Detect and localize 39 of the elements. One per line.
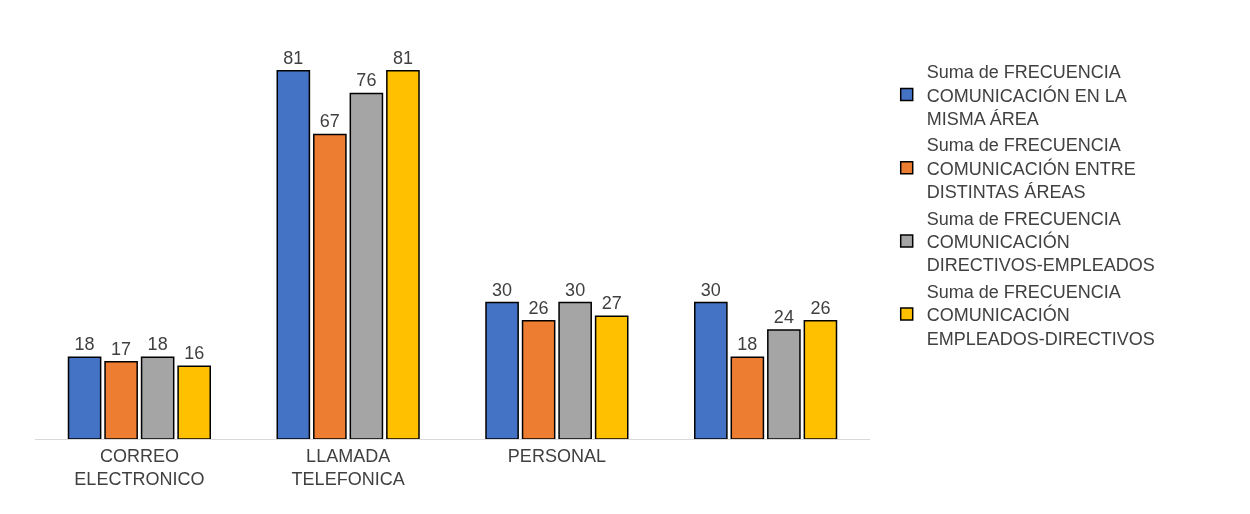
bar xyxy=(730,356,765,439)
data-label: 81 xyxy=(392,47,413,68)
x-tick-label: CORREO ELECTRONICO xyxy=(74,445,205,489)
bar xyxy=(104,360,138,439)
legend-label: Suma de FRECUENCIA COMUNICACIÓN EMPLEADOS-DIRECTIVOS xyxy=(926,281,1155,349)
data-label: 17 xyxy=(111,338,132,359)
legend-label: Suma de FRECUENCIA COMUNICACIÓN DIRECTIVOS-EMPLEADOS xyxy=(926,208,1155,276)
bar xyxy=(767,329,801,439)
bar xyxy=(386,70,420,439)
x-tick-label: PERSONAL xyxy=(507,445,606,466)
bar xyxy=(694,301,728,439)
data-label: 26 xyxy=(810,297,831,318)
bar xyxy=(276,70,311,439)
bar xyxy=(803,320,838,439)
bar xyxy=(67,356,102,439)
data-label: 16 xyxy=(184,343,205,364)
data-label: 18 xyxy=(147,334,168,355)
legend-label: Suma de FRECUENCIA COMUNICACIÓN ENTRE DISTINTAS ÁREAS xyxy=(926,135,1136,203)
data-label: 26 xyxy=(528,297,549,318)
bar xyxy=(177,365,211,439)
data-label: 24 xyxy=(773,306,794,327)
bar xyxy=(485,301,519,439)
data-label: 67 xyxy=(319,111,340,132)
data-label: 30 xyxy=(565,279,586,300)
bar xyxy=(313,133,347,439)
bar xyxy=(594,315,629,439)
x-tick-label: LLAMADA TELEFONICA xyxy=(291,445,405,489)
bar xyxy=(140,356,175,439)
data-label: 18 xyxy=(737,334,758,355)
data-label: 27 xyxy=(601,293,622,314)
data-label: 30 xyxy=(700,279,721,300)
data-label: 76 xyxy=(356,70,377,91)
data-label: 81 xyxy=(283,47,304,68)
bar xyxy=(558,301,592,439)
bar xyxy=(521,320,556,439)
legend-label: Suma de FRECUENCIA COMUNICACIÓN EN LA MISMA ÁREA xyxy=(926,62,1127,129)
bar xyxy=(349,92,384,439)
data-label: 30 xyxy=(492,279,513,300)
data-label: 18 xyxy=(74,334,95,355)
